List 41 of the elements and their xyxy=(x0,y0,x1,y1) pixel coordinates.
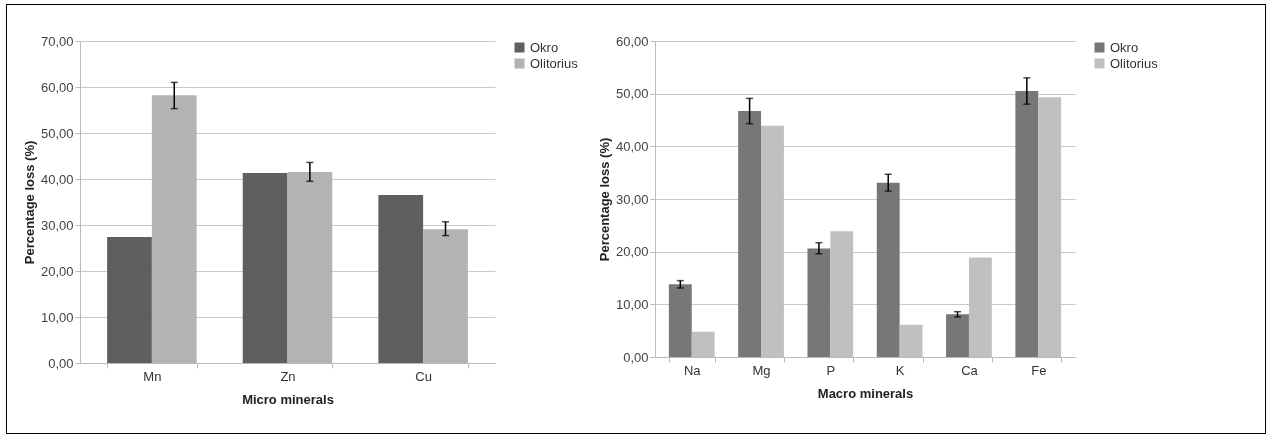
bar xyxy=(1015,91,1039,357)
bar xyxy=(378,195,424,363)
legend-label: Okro xyxy=(1110,39,1139,55)
legend-label: Olitorius xyxy=(1110,55,1159,71)
bar xyxy=(738,111,762,357)
y-tick-label: 50,00 xyxy=(615,86,649,102)
y-tick-label: 20,00 xyxy=(615,244,649,260)
y-axis-title: Percentage loss (%) xyxy=(596,137,612,262)
x-tick-label: Ca xyxy=(961,362,979,378)
y-tick-label: 0,00 xyxy=(623,349,649,365)
y-tick-label: 60,00 xyxy=(615,33,649,49)
x-axis-title: Micro minerals xyxy=(242,391,334,407)
x-tick-label: Fe xyxy=(1031,362,1047,378)
y-tick-label: 40,00 xyxy=(615,138,649,154)
y-tick-label: 70,00 xyxy=(40,33,74,49)
y-tick-label: 0,00 xyxy=(48,355,74,371)
y-tick-label: 50,00 xyxy=(40,125,74,141)
bar xyxy=(668,284,692,357)
y-axis-title: Percentage loss (%) xyxy=(21,140,37,265)
bar xyxy=(242,173,288,363)
x-tick-label: Zn xyxy=(280,368,296,384)
x-axis-title: Macro minerals xyxy=(817,385,914,401)
legend-label: Olitorius xyxy=(530,55,579,71)
y-tick-label: 30,00 xyxy=(40,217,74,233)
y-tick-label: 30,00 xyxy=(615,191,649,207)
x-tick-label: Mg xyxy=(752,362,771,378)
y-tick-label: 60,00 xyxy=(40,79,74,95)
bar xyxy=(946,314,969,357)
x-tick-label: Cu xyxy=(415,368,432,384)
y-tick-label: 20,00 xyxy=(40,263,74,279)
x-tick-label: Na xyxy=(683,362,702,378)
bar xyxy=(876,182,900,357)
x-tick-label: Mn xyxy=(143,368,162,384)
legend-label: Okro xyxy=(530,39,559,55)
y-tick-label: 40,00 xyxy=(40,171,74,187)
y-tick-label: 10,00 xyxy=(615,296,649,312)
bar xyxy=(807,248,831,357)
bar xyxy=(107,236,152,363)
x-tick-label: P xyxy=(826,362,836,378)
y-tick-label: 10,00 xyxy=(40,309,74,325)
x-tick-label: K xyxy=(895,362,905,378)
